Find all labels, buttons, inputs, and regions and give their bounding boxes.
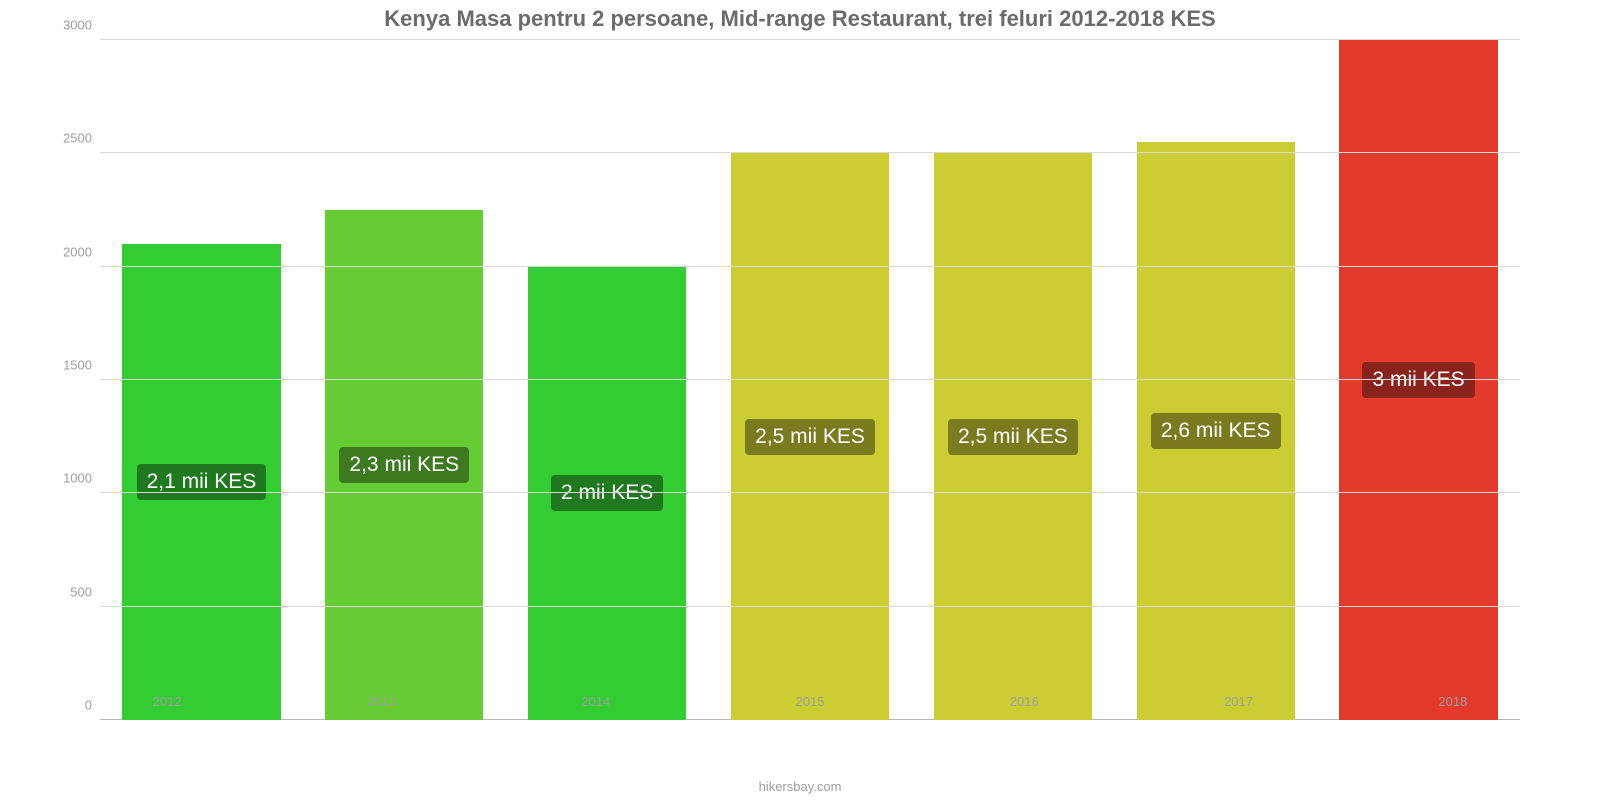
chart-footer: hikersbay.com: [0, 779, 1600, 794]
plot-area: 2,1 mii KES 2,3 mii KES 2 mii KES 2,5 mii K…: [100, 40, 1520, 720]
grid-line: [100, 266, 1520, 267]
x-tick-label: 2013: [274, 694, 488, 709]
grid-line: [100, 492, 1520, 493]
bar-value-label: 2,1 mii KES: [137, 464, 267, 500]
bar-slot: 2,6 mii KES: [1114, 40, 1317, 720]
bar-value-label: 3 mii KES: [1362, 362, 1474, 398]
chart-title: Kenya Masa pentru 2 persoane, Mid-range …: [40, 0, 1560, 32]
bar: 2,1 mii KES: [122, 244, 280, 720]
chart-container: Kenya Masa pentru 2 persoane, Mid-range …: [0, 0, 1600, 800]
bars-group: 2,1 mii KES 2,3 mii KES 2 mii KES 2,5 mii K…: [100, 40, 1520, 720]
x-tick-label: 2018: [1346, 694, 1560, 709]
bar: 2,6 mii KES: [1137, 142, 1295, 720]
bar: 2,5 mii KES: [934, 153, 1092, 720]
bar-slot: 3 mii KES: [1317, 40, 1520, 720]
bar-slot: 2 mii KES: [506, 40, 709, 720]
bar-slot: 2,5 mii KES: [911, 40, 1114, 720]
x-tick-label: 2017: [1131, 694, 1345, 709]
y-tick-label: 1000: [63, 471, 92, 486]
x-tick-label: 2012: [60, 694, 274, 709]
bar-value-label: 2,5 mii KES: [745, 419, 875, 455]
y-tick-label: 3000: [63, 18, 92, 33]
grid-line: [100, 379, 1520, 380]
x-tick-label: 2015: [703, 694, 917, 709]
y-tick-label: 2500: [63, 131, 92, 146]
x-axis-labels: 2012201320142015201620172018: [60, 694, 1560, 709]
bar-slot: 2,3 mii KES: [303, 40, 506, 720]
grid-line: [100, 39, 1520, 40]
grid-line: [100, 606, 1520, 607]
y-tick-label: 2000: [63, 244, 92, 259]
bar: 2,5 mii KES: [731, 153, 889, 720]
bar: 3 mii KES: [1339, 40, 1497, 720]
y-tick-label: 500: [70, 584, 92, 599]
x-tick-label: 2016: [917, 694, 1131, 709]
bar: 2,3 mii KES: [325, 210, 483, 720]
bar-value-label: 2,5 mii KES: [948, 419, 1078, 455]
x-tick-label: 2014: [489, 694, 703, 709]
bar-slot: 2,5 mii KES: [709, 40, 912, 720]
bar-value-label: 2,6 mii KES: [1151, 413, 1281, 449]
bar-value-label: 2,3 mii KES: [339, 447, 469, 483]
bar-slot: 2,1 mii KES: [100, 40, 303, 720]
y-tick-label: 1500: [63, 358, 92, 373]
grid-line: [100, 152, 1520, 153]
